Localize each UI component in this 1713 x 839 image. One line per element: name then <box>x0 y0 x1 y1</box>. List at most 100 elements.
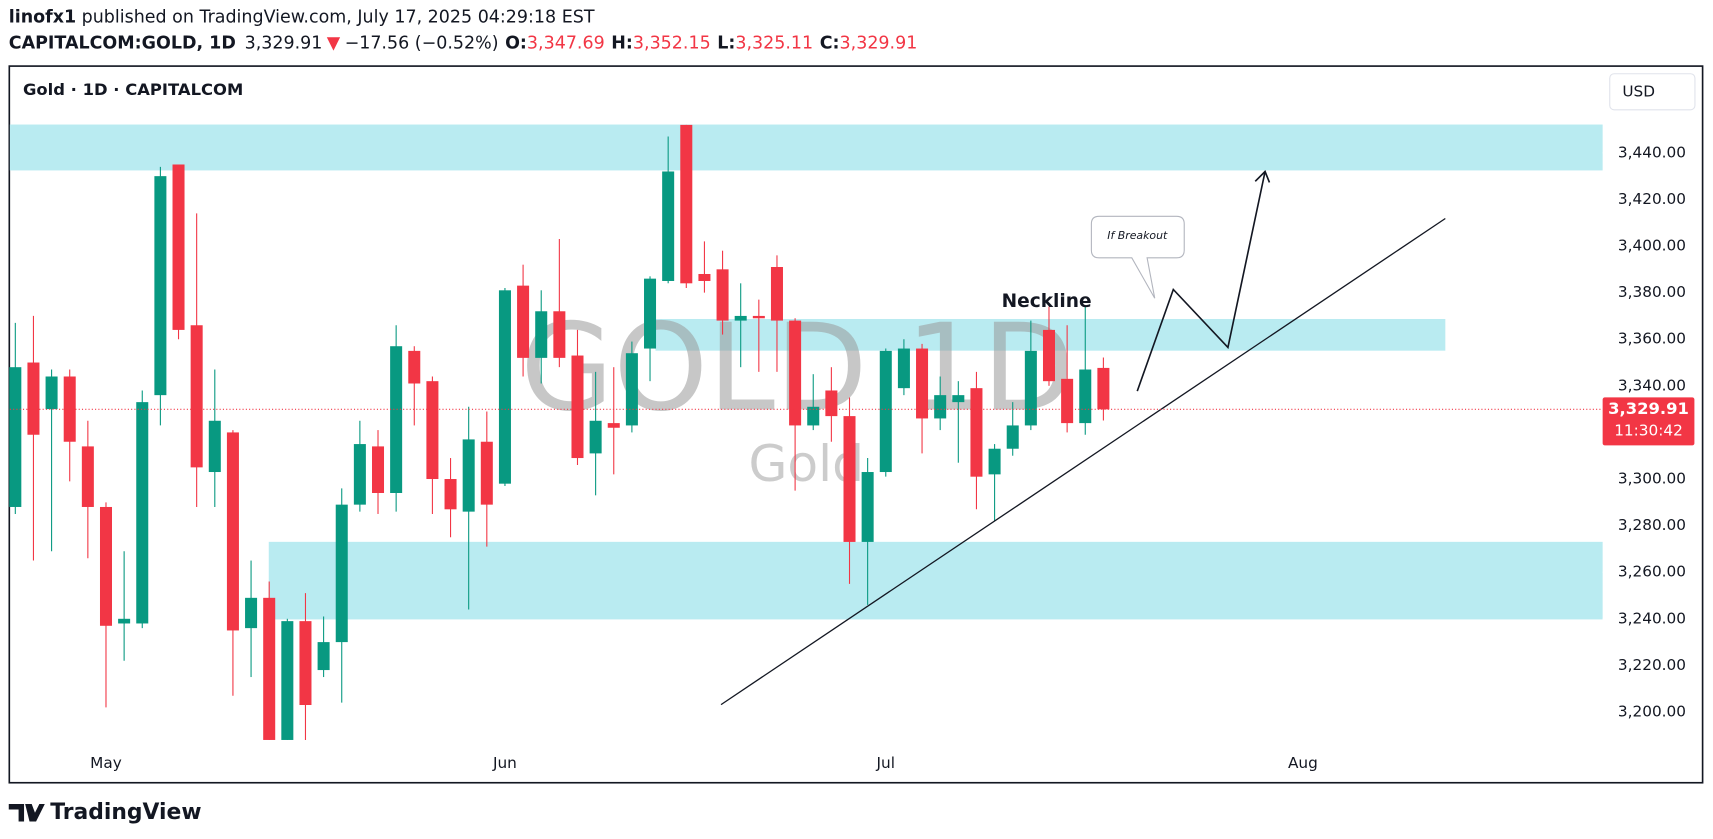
candle-body <box>662 171 675 281</box>
y-tick-label: 3,220.00 <box>1618 656 1686 674</box>
y-tick-label: 3,440.00 <box>1618 143 1686 161</box>
plot: GOLD 1D Gold <box>9 124 1603 620</box>
candle-body <box>480 441 493 505</box>
candle-body <box>498 290 511 484</box>
candle-body <box>807 406 820 426</box>
price-tag-value: 3,329.91 <box>1608 399 1689 418</box>
candle-body <box>571 355 584 459</box>
candle-body <box>517 285 530 358</box>
candle-body <box>9 367 22 507</box>
o: 3,347.69 <box>527 34 605 54</box>
candle-body <box>1061 378 1074 424</box>
zone <box>268 541 1603 620</box>
candle-body <box>970 388 983 477</box>
y-tick-label: 3,240.00 <box>1618 609 1686 627</box>
last: 3,329.91 <box>245 34 323 54</box>
c: 3,329.91 <box>840 34 918 54</box>
candle-body <box>371 446 385 493</box>
candle-body <box>226 432 239 631</box>
price-tag <box>1602 397 1695 446</box>
candle-body <box>716 269 729 321</box>
candle-body <box>553 311 566 358</box>
candle-body <box>208 420 221 473</box>
candle-body <box>934 395 947 419</box>
candle-body <box>916 348 929 419</box>
zone <box>9 124 1603 171</box>
candle-body <box>190 325 203 468</box>
y-tick-label: 3,340.00 <box>1618 376 1686 394</box>
trendline <box>720 217 1446 706</box>
x-tick-label: Jun <box>492 754 517 772</box>
neckline-label: Neckline <box>1002 291 1092 312</box>
published: published on TradingView.com, July 17, 2… <box>82 7 595 27</box>
candle-body <box>988 448 1001 475</box>
callout-text: If Breakout <box>1107 229 1168 242</box>
candle-body <box>263 597 276 740</box>
candle-body <box>1097 367 1110 410</box>
x-tick-label: Jul <box>876 754 895 772</box>
currency-button[interactable] <box>1609 73 1696 111</box>
y-tick-label: 3,380.00 <box>1618 283 1686 301</box>
price-tag-countdown: 11:30:42 <box>1614 422 1683 440</box>
candle-body <box>281 621 294 740</box>
candle-body <box>644 278 657 349</box>
candle-body <box>136 402 149 624</box>
candle-body <box>698 273 711 281</box>
publish-line: linofx1 published on TradingView.com, Jul… <box>9 7 595 27</box>
candle-body <box>299 621 312 706</box>
y-tick-label: 3,200.00 <box>1618 702 1686 720</box>
candle-body <box>861 472 874 542</box>
candles <box>9 124 1110 740</box>
candle-body <box>118 618 131 624</box>
candle-body <box>45 376 58 410</box>
candle-body <box>81 446 94 507</box>
candle-body <box>408 350 421 384</box>
candle-body <box>444 479 457 510</box>
candle-body <box>607 423 620 428</box>
candle-body <box>462 439 475 512</box>
author: linofx1 <box>9 7 76 27</box>
brand-logo <box>8 804 45 822</box>
axes: 3,200.00 3,220.00 3,240.00 3,260.00 3,280.00… <box>9 143 1695 772</box>
candle-body <box>353 444 366 505</box>
arrow-head <box>1254 170 1271 183</box>
candle-body <box>335 504 348 643</box>
l: 3,325.11 <box>735 34 813 54</box>
change: −17.56 (−0.52%) <box>345 34 499 54</box>
candle-body <box>245 597 258 629</box>
symbol: CAPITALCOM:GOLD, 1D <box>9 34 236 54</box>
candle-body <box>172 164 185 330</box>
candle-body <box>680 124 693 284</box>
candle-body <box>789 320 802 426</box>
l-label: L: <box>717 34 735 54</box>
o-label: O: <box>505 34 527 54</box>
candle-body <box>752 315 765 319</box>
candle-body <box>1006 425 1019 449</box>
candle-body <box>734 315 747 321</box>
candle-body <box>879 350 892 473</box>
candle-body <box>99 506 112 626</box>
candle-body <box>317 642 330 671</box>
candle-body <box>825 390 838 417</box>
y-tick-label: 3,360.00 <box>1618 330 1686 348</box>
x-tick-label: May <box>90 754 122 772</box>
candle-body <box>390 346 403 493</box>
y-tick-label: 3,300.00 <box>1618 470 1686 488</box>
candle-body <box>897 348 910 389</box>
candle-body <box>535 311 548 358</box>
c-label: C: <box>820 34 840 54</box>
callout-bubble <box>1090 215 1185 299</box>
chart-title: Gold · 1D · CAPITALCOM <box>23 80 243 99</box>
candle-body <box>625 353 638 426</box>
candle-body <box>154 176 167 396</box>
x-tick-label: Aug <box>1288 754 1318 772</box>
currency: USD <box>1622 82 1655 100</box>
projection-arrow <box>1136 171 1266 392</box>
candle-body <box>1024 350 1037 426</box>
candle-body <box>589 420 602 454</box>
y-tick-label: 3,400.00 <box>1618 237 1686 255</box>
candle-body <box>770 267 783 321</box>
arrow: ▼ <box>327 34 341 54</box>
